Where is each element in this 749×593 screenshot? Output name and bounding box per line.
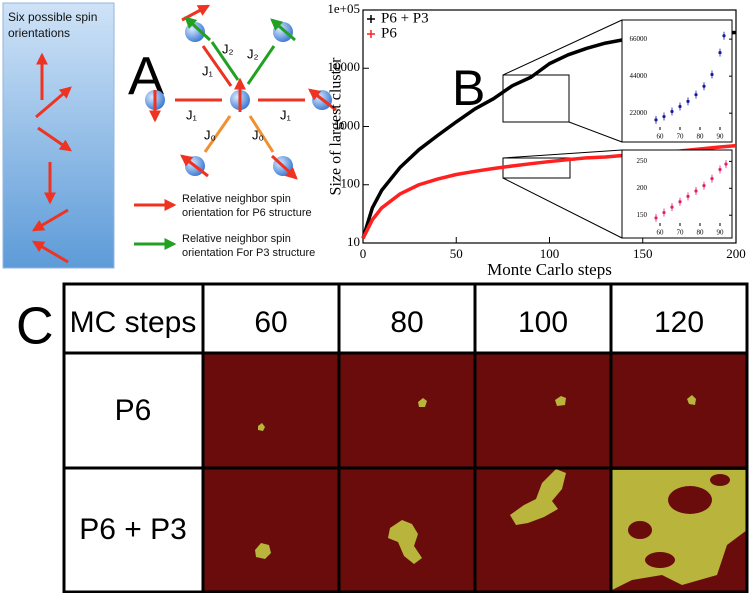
data-point [718, 51, 722, 55]
zoom-line [502, 177, 623, 239]
data-point [686, 194, 690, 198]
legend-label: P6 + P3 [381, 10, 429, 26]
data-point [710, 177, 714, 181]
y-tick-label: 100 [341, 176, 361, 191]
legend-text: orientation For P3 structure [182, 247, 315, 259]
legend-text: Relative neighbor spin [182, 193, 291, 205]
legend-marker [367, 15, 375, 23]
y-tick-label: 10000 [328, 59, 361, 74]
inset-frame [621, 149, 733, 239]
data-point [686, 99, 690, 103]
panel-label: B [452, 60, 485, 116]
legend-text: Relative neighbor spin [182, 233, 291, 245]
coupling-label: J₀ [252, 127, 264, 142]
y-tick-label: 150 [637, 211, 648, 219]
x-tick-label: 200 [726, 246, 746, 261]
lattice-diagram: J₂ J₂ J₁ J₁ J₁ J₀ J₀ Relative neighbor s… [134, 4, 337, 259]
legend-text: orientation for P6 structure [182, 207, 312, 219]
zoom-guides [502, 19, 623, 239]
data-point [662, 114, 666, 119]
x-tick-label: 70 [677, 133, 685, 141]
row-label: P6 [115, 394, 152, 427]
header-cell: 60 [254, 306, 287, 339]
x-tick-label: 60 [657, 133, 665, 141]
data-point [654, 118, 658, 122]
box-title: Six possible spin [8, 10, 97, 24]
y-tick-label: 10 [347, 234, 360, 249]
panel-label: C [16, 298, 54, 356]
coupling-label: J₀ [204, 127, 216, 142]
inset-plot: 150 200 250 60 70 80 90 [621, 149, 733, 239]
y-axis-label: Size of largest cluster [328, 57, 345, 196]
x-tick-label: 90 [717, 133, 725, 141]
bonds [175, 41, 305, 153]
data-point [678, 200, 682, 204]
cluster-size-chart: 10 100 1000 10000 1e+05 0 50 100 150 200 Monte Car… [327, 1, 745, 279]
coupling-label: J₁ [280, 107, 292, 122]
data-point [724, 162, 728, 166]
y-tick-label: 1000 [334, 117, 360, 132]
x-axis-label: Monte Carlo steps [487, 260, 612, 279]
data-point [722, 34, 726, 38]
x-tick-label: 80 [697, 133, 705, 141]
inset-frame [621, 19, 733, 143]
cluster-holes [628, 474, 730, 568]
y-tick-label: 44000 [630, 72, 648, 80]
header-cell: MC steps [70, 306, 197, 339]
x-tick-label: 50 [450, 246, 463, 261]
data-point [694, 189, 698, 193]
table-grid [62, 282, 749, 593]
zoom-line [502, 19, 623, 76]
x-tick-label: 80 [697, 229, 705, 237]
spin-orientation-box: Six possible spin orientations [2, 2, 115, 269]
data-point [702, 184, 706, 188]
main-plot: 10 100 1000 10000 1e+05 0 50 100 150 200 Monte Car… [327, 1, 745, 279]
y-tick-label: 22000 [630, 109, 648, 117]
y-tick-label: 250 [637, 157, 648, 165]
data-point [694, 93, 698, 97]
data-point [702, 84, 706, 88]
data-point [718, 167, 722, 172]
spin-arrows [31, 52, 72, 264]
zoom-box [502, 74, 570, 123]
y-tick-label: 200 [637, 184, 648, 192]
x-tick-label: 0 [360, 246, 367, 261]
box-title: orientations [8, 26, 70, 40]
coupling-label: J₁ [202, 63, 214, 78]
data-point [662, 210, 666, 215]
x-tick-label: 100 [540, 246, 560, 261]
coupling-label: J₂ [222, 41, 234, 56]
x-tick-label: 60 [657, 229, 665, 237]
x-tick-label: 70 [677, 229, 685, 237]
legend-marker [367, 30, 375, 38]
coupling-label: J₁ [186, 107, 198, 122]
data-point [654, 216, 658, 220]
y-tick-label: 66000 [630, 35, 648, 43]
site-spins [149, 4, 337, 180]
x-tick-label: 150 [633, 246, 653, 261]
y-tick-label: 1e+05 [327, 1, 360, 16]
row-label: P6 + P3 [79, 513, 187, 546]
zoom-line [568, 121, 623, 143]
coupling-label: J₂ [247, 46, 259, 61]
data-point [678, 104, 682, 109]
box-background [2, 2, 115, 269]
data-point [670, 109, 674, 114]
header-cell: 120 [654, 306, 704, 339]
data-point [670, 205, 674, 209]
legend-label: P6 [381, 25, 397, 41]
snapshot-table: MC steps 60 80 100 120 P6 P6 + P3 [62, 282, 749, 593]
header-cell: 80 [390, 306, 423, 339]
data-point [710, 72, 714, 77]
header-cell: 100 [518, 306, 568, 339]
inset-plot: 22000 44000 66000 60 70 80 90 [621, 19, 733, 143]
x-tick-label: 90 [717, 229, 725, 237]
zoom-line [502, 149, 623, 159]
